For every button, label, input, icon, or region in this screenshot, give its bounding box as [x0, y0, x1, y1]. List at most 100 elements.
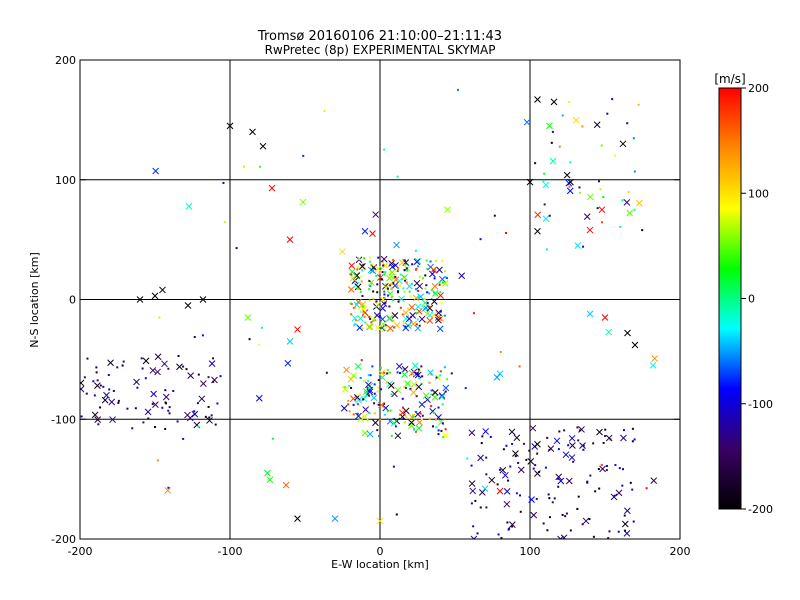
data-point-cross — [550, 98, 558, 106]
data-point-cross — [567, 178, 574, 186]
data-point-dot — [564, 515, 567, 518]
data-point-dot — [561, 513, 564, 516]
data-point-cross — [211, 376, 218, 384]
data-point-cross — [149, 367, 157, 374]
data-point-dot — [260, 326, 263, 329]
data-point-cross — [601, 314, 609, 321]
data-point-dot — [548, 497, 551, 500]
data-point-cross — [348, 268, 356, 276]
data-point-dot — [437, 406, 440, 409]
data-point-dot — [420, 365, 423, 368]
data-point-cross — [566, 187, 574, 195]
data-point-cross — [390, 419, 398, 427]
data-point-dot — [359, 290, 362, 293]
x-axis-ticks: -200 -100 0 100 200 — [68, 60, 691, 558]
data-point-dot — [383, 290, 386, 293]
data-point-cross — [404, 380, 412, 387]
data-point-cross — [408, 303, 416, 311]
data-point-dot — [397, 268, 400, 271]
data-point-dot — [568, 185, 571, 188]
data-point-dot — [546, 436, 549, 439]
data-point-dot — [172, 389, 175, 392]
data-point-dot — [405, 386, 408, 389]
data-point-cross — [431, 282, 439, 290]
data-point-cross — [435, 316, 442, 324]
data-point-cross — [503, 500, 511, 508]
data-point-dot — [134, 407, 137, 410]
data-point-cross — [264, 469, 271, 477]
data-point-dot — [360, 280, 363, 283]
data-point-dot — [545, 248, 548, 251]
data-point-cross — [108, 398, 116, 406]
data-point-dot — [546, 529, 549, 532]
data-point-dot — [370, 321, 373, 324]
data-point-dot — [586, 481, 589, 484]
data-point-cross — [620, 434, 627, 442]
y-axis-ticks: -200 -100 0 100 200 — [51, 54, 680, 546]
data-point-cross — [259, 142, 267, 150]
data-point-dot — [142, 421, 145, 424]
data-point-cross — [599, 465, 606, 473]
data-point-dot — [405, 267, 408, 270]
data-point-dot — [409, 295, 412, 298]
data-point-cross — [444, 206, 451, 214]
data-point-dot — [632, 137, 635, 140]
data-point-dot — [568, 100, 571, 103]
data-point-dot — [485, 506, 488, 509]
data-point-cross — [651, 355, 659, 362]
data-point-cross — [343, 366, 350, 374]
data-point-dot — [489, 435, 492, 438]
data-point-cross — [542, 181, 550, 189]
data-point-dot — [369, 317, 372, 320]
data-point-dot — [259, 165, 262, 168]
data-point-cross — [649, 362, 657, 369]
data-point-dot — [476, 532, 479, 535]
y-axis-label: N-S location [km] — [28, 252, 41, 348]
data-point-dot — [367, 374, 370, 377]
data-point-dot — [354, 319, 357, 322]
data-point-cross — [359, 263, 366, 270]
data-point-cross — [502, 471, 509, 479]
data-point-dot — [421, 414, 424, 417]
data-point-dot — [383, 402, 386, 405]
data-point-dot — [621, 199, 624, 202]
data-point-cross — [380, 300, 388, 307]
data-point-dot — [99, 406, 102, 409]
data-point-dot — [626, 122, 629, 125]
data-point-dot — [368, 260, 371, 263]
data-point-dot — [433, 277, 436, 280]
data-point-dot — [350, 273, 353, 276]
data-point-dot — [567, 444, 570, 447]
data-point-dot — [509, 465, 512, 468]
data-point-cross — [361, 227, 369, 235]
data-point-cross — [413, 258, 421, 266]
data-point-dot — [86, 357, 89, 360]
data-point-dot — [425, 284, 428, 287]
data-point-dot — [377, 256, 380, 259]
data-point-dot — [411, 263, 414, 266]
data-point-cross — [635, 199, 643, 207]
data-point-cross — [626, 209, 634, 217]
data-point-dot — [505, 444, 508, 447]
data-point-dot — [599, 188, 602, 191]
data-point-cross — [386, 324, 394, 332]
data-point-cross — [294, 326, 301, 333]
data-point-dot — [592, 535, 595, 538]
data-point-dot — [558, 430, 561, 433]
data-point-cross — [401, 371, 408, 378]
data-point-dot — [464, 387, 467, 390]
data-point-dot — [511, 525, 514, 528]
data-point-cross — [408, 422, 415, 430]
data-point-dot — [384, 301, 387, 304]
data-point-dot — [399, 273, 402, 276]
colorbar-tick-label: -200 — [748, 503, 773, 516]
data-point-dot — [392, 282, 395, 285]
data-point-cross — [413, 279, 421, 287]
data-point-cross — [154, 353, 162, 361]
data-point-dot — [117, 401, 120, 404]
data-point-dot — [441, 259, 444, 262]
data-point-dot — [428, 292, 431, 295]
data-point-dot — [223, 221, 226, 224]
data-point-dot — [122, 360, 125, 363]
data-point-cross — [152, 401, 159, 408]
